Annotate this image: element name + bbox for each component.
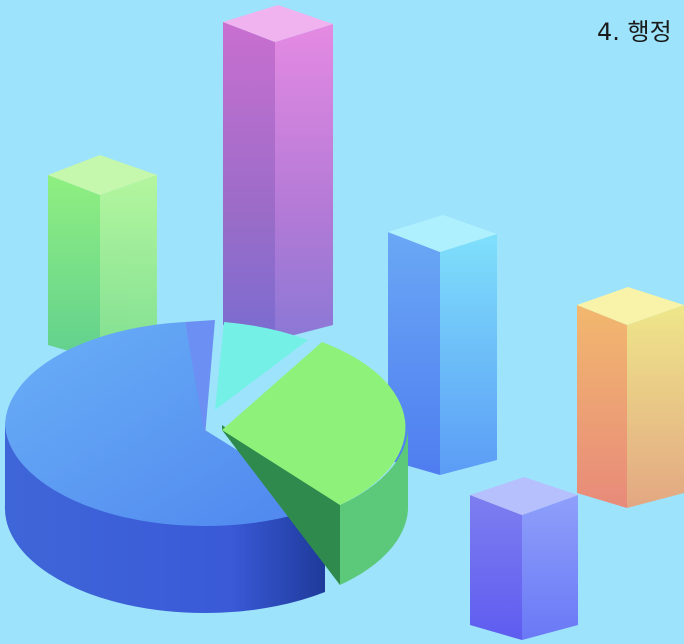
orange-bar <box>577 287 684 508</box>
pie <box>4 320 408 614</box>
heading: 4. 행정 <box>597 18 672 46</box>
purple-bar <box>223 5 333 340</box>
violet-bar <box>470 477 578 640</box>
green-bar <box>48 155 157 360</box>
